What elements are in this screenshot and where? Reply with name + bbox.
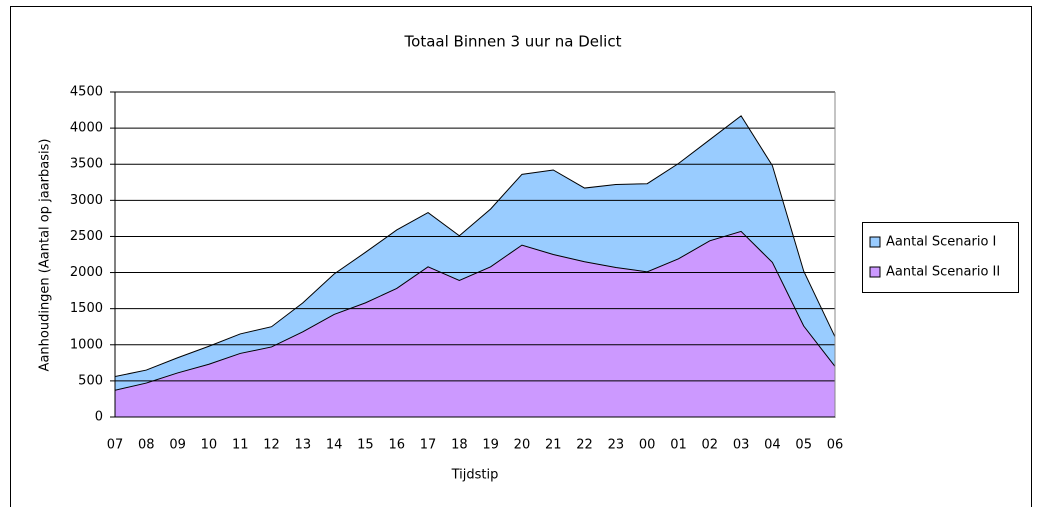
y-tick-label: 3000 (70, 193, 103, 208)
y-tick-label: 2000 (70, 265, 103, 280)
y-tick-label: 2500 (70, 229, 103, 244)
legend (862, 222, 1019, 293)
x-tick-label: 21 (545, 438, 562, 453)
x-tick-label: 03 (733, 438, 750, 453)
y-tick-label: 4500 (70, 85, 103, 100)
x-tick-label: 11 (232, 438, 249, 453)
y-tick-label: 500 (78, 373, 103, 388)
legend-swatch (869, 266, 881, 278)
y-tick-label: 3500 (70, 157, 103, 172)
x-tick-label: 22 (576, 438, 593, 453)
legend-label: Aantal Scenario II (886, 265, 1000, 280)
y-axis-label: Aanhoudingen (Aantal op jaarbasis) (38, 139, 53, 372)
legend-swatch (869, 236, 881, 248)
x-axis-label: Tijdstip (451, 468, 499, 483)
x-tick-label: 04 (764, 438, 781, 453)
x-tick-label: 10 (201, 438, 218, 453)
x-tick-label: 02 (702, 438, 719, 453)
x-tick-label: 12 (263, 438, 280, 453)
y-tick-label: 0 (95, 410, 103, 425)
chart-title: Totaal Binnen 3 uur na Delict (404, 33, 622, 51)
x-tick-label: 20 (514, 438, 531, 453)
x-tick-label: 05 (795, 438, 812, 453)
x-tick-label: 23 (608, 438, 625, 453)
y-tick-label: 1000 (70, 337, 103, 352)
y-tick-label: 1500 (70, 301, 103, 316)
x-tick-label: 01 (670, 438, 687, 453)
x-tick-label: 00 (639, 438, 656, 453)
area (114, 230, 836, 418)
x-tick-label: 17 (420, 438, 437, 453)
x-tick-label: 18 (451, 438, 468, 453)
x-tick-label: 14 (326, 438, 343, 453)
x-tick-label: 15 (357, 438, 374, 453)
y-tick-label: 4000 (70, 121, 103, 136)
x-tick-label: 07 (107, 438, 124, 453)
x-tick-label: 19 (482, 438, 499, 453)
x-tick-label: 06 (827, 438, 844, 453)
x-tick-label: 16 (388, 438, 405, 453)
x-tick-label: 13 (295, 438, 312, 453)
x-tick-label: 09 (169, 438, 186, 453)
legend-label: Aantal Scenario I (886, 235, 996, 250)
x-tick-label: 08 (138, 438, 155, 453)
